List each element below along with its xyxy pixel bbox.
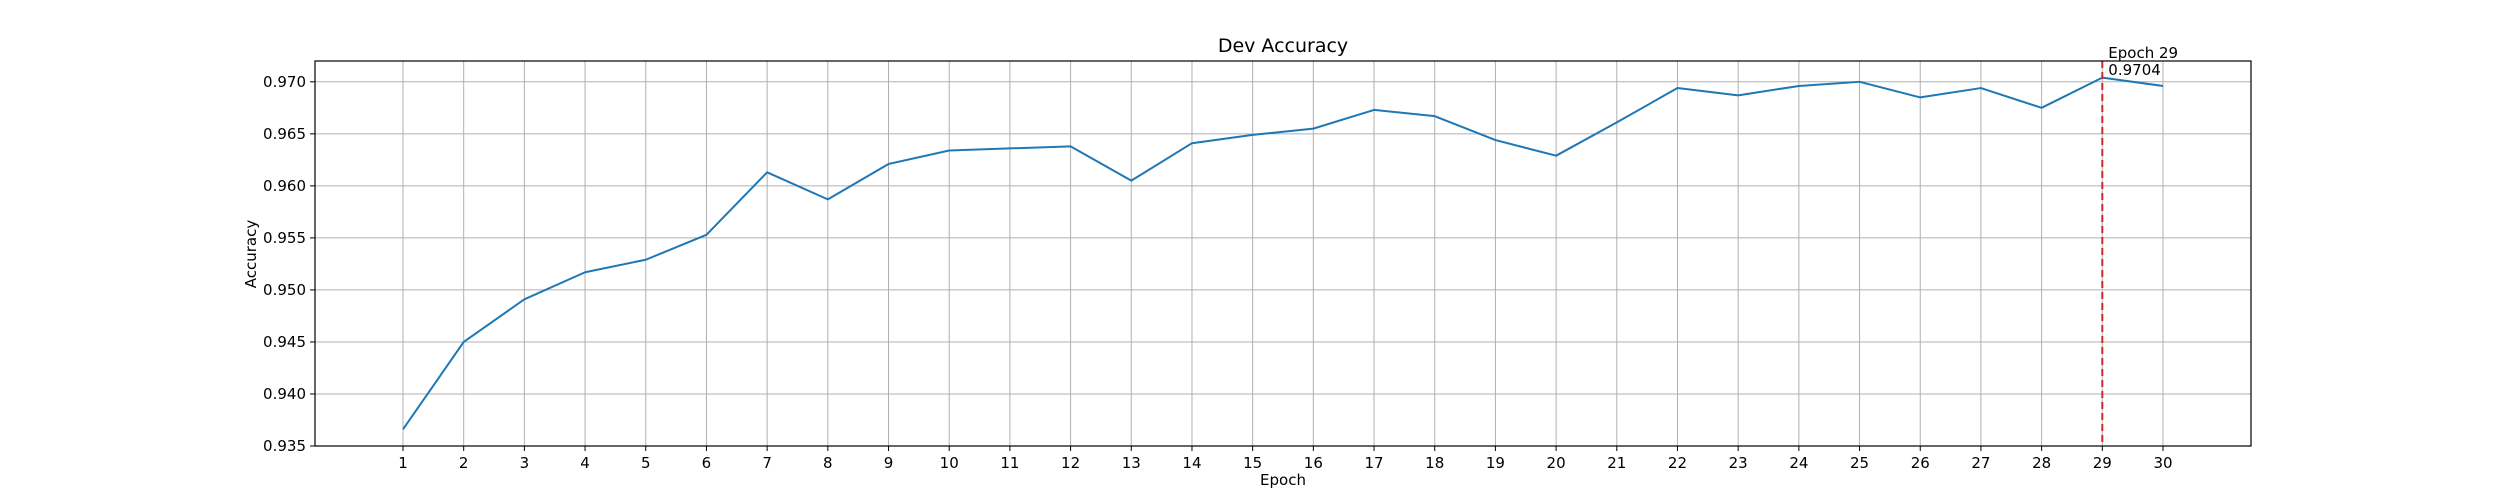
y-tick-label: 0.955 — [263, 229, 306, 247]
x-tick-label: 19 — [1486, 454, 1505, 472]
x-tick-label: 1 — [398, 454, 408, 472]
grid-lines — [315, 61, 2251, 447]
y-tick-label: 0.960 — [263, 177, 306, 195]
x-tick-label: 12 — [1061, 454, 1080, 472]
x-axis-ticks: 1 2 3 4 5 6 7 8 9 10 11 12 13 14 15 16 17 18 19 20 21 22 23 24 2… — [398, 446, 2173, 472]
marker-value-label: 0.9704 — [2108, 61, 2161, 79]
y-axis-ticks: 0.935 0.940 0.945 0.950 0.955 0.960 0.965 0.970 — [263, 73, 315, 455]
y-tick-label: 0.950 — [263, 281, 306, 299]
x-tick-label: 26 — [1911, 454, 1930, 472]
x-tick-label: 27 — [1971, 454, 1990, 472]
x-tick-label: 11 — [1000, 454, 1019, 472]
y-tick-label: 0.970 — [263, 73, 306, 91]
x-tick-label: 8 — [823, 454, 833, 472]
x-tick-label: 29 — [2093, 454, 2112, 472]
accuracy-series-line — [402, 76, 2164, 430]
y-axis-label: Accuracy — [242, 220, 260, 289]
x-tick-label: 24 — [1789, 454, 1808, 472]
y-tick-label: 0.945 — [263, 333, 306, 351]
x-tick-label: 4 — [580, 454, 590, 472]
x-tick-label: 20 — [1547, 454, 1566, 472]
y-tick-label: 0.940 — [263, 385, 306, 403]
x-tick-label: 21 — [1607, 454, 1626, 472]
x-tick-label: 30 — [2153, 454, 2172, 472]
plot-frame — [314, 60, 2252, 447]
x-tick-label: 23 — [1729, 454, 1748, 472]
series-layer — [402, 76, 2164, 430]
x-tick-label: 25 — [1850, 454, 1869, 472]
x-tick-label: 22 — [1668, 454, 1687, 472]
x-tick-label: 10 — [940, 454, 959, 472]
x-tick-label: 15 — [1243, 454, 1262, 472]
marker-epoch-label: Epoch 29 — [2108, 44, 2178, 62]
x-tick-label: 17 — [1364, 454, 1383, 472]
x-tick-label: 28 — [2032, 454, 2051, 472]
x-tick-label: 14 — [1182, 454, 1201, 472]
x-tick-label: 2 — [459, 454, 469, 472]
x-axis-label: Epoch — [1260, 471, 1306, 489]
y-tick-label: 0.965 — [263, 125, 306, 143]
x-tick-label: 3 — [520, 454, 530, 472]
x-tick-label: 5 — [641, 454, 651, 472]
y-tick-label: 0.935 — [263, 437, 306, 455]
x-tick-label: 9 — [884, 454, 894, 472]
chart-title: Dev Accuracy — [1218, 35, 1348, 57]
x-tick-label: 6 — [702, 454, 712, 472]
x-tick-label: 13 — [1122, 454, 1141, 472]
x-tick-label: 16 — [1304, 454, 1323, 472]
x-tick-label: 18 — [1425, 454, 1444, 472]
x-tick-label: 7 — [762, 454, 772, 472]
